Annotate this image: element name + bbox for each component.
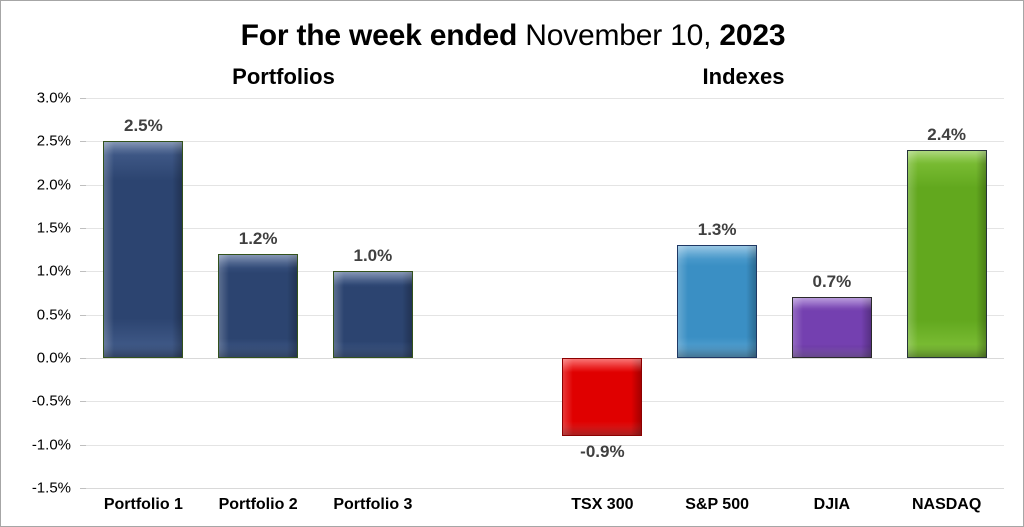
subtitle-indexes: Indexes bbox=[702, 64, 785, 89]
y-axis-tick-label: -0.5% bbox=[31, 392, 71, 410]
y-axis-tick-mark bbox=[80, 401, 86, 403]
gridline bbox=[86, 444, 1004, 446]
data-label: 0.7% bbox=[812, 272, 852, 292]
data-label: 1.2% bbox=[238, 229, 278, 248]
bar-bevel-highlight bbox=[678, 246, 757, 357]
bar-bevel-highlight bbox=[907, 151, 986, 357]
y-axis-tick-mark bbox=[80, 444, 86, 446]
gridline bbox=[86, 358, 1004, 359]
bar-portfolio-2[interactable] bbox=[218, 254, 299, 358]
gridline bbox=[86, 228, 1004, 229]
y-axis-tick-label: 1.0% bbox=[36, 262, 71, 280]
gridline bbox=[86, 184, 1004, 186]
x-axis-label: DJIA bbox=[813, 496, 851, 513]
y-axis-tick-label: 0.5% bbox=[36, 306, 71, 324]
y-axis-tick-label: -1.0% bbox=[31, 436, 71, 454]
subtitle-portfolios: Portfolios bbox=[232, 64, 335, 89]
x-axis-label: Portfolio 3 bbox=[333, 496, 413, 513]
data-label: 2.4% bbox=[927, 125, 966, 144]
title-segment-regular: November 10, bbox=[525, 19, 720, 52]
x-axis-label: TSX 300 bbox=[571, 496, 634, 513]
x-axis-label: S&P 500 bbox=[685, 496, 749, 513]
x-axis-label: Portfolio 2 bbox=[218, 496, 298, 513]
bar-bevel-highlight bbox=[104, 142, 183, 357]
y-axis-tick-mark bbox=[80, 314, 86, 316]
y-axis-tick-label: 3.0% bbox=[36, 89, 71, 107]
data-label: 1.3% bbox=[697, 220, 737, 240]
gridline bbox=[86, 141, 1004, 143]
y-axis-tick-label: 2.5% bbox=[36, 132, 71, 150]
x-axis-label: NASDAQ bbox=[911, 496, 982, 513]
y-axis-tick-mark bbox=[80, 141, 86, 143]
bar-bevel-highlight bbox=[333, 272, 412, 357]
bar-bevel-highlight bbox=[563, 359, 642, 435]
gridline bbox=[86, 98, 1004, 99]
bar-portfolio-3[interactable] bbox=[332, 271, 413, 358]
plot-area bbox=[86, 98, 1004, 489]
bar-tsx-300[interactable] bbox=[562, 358, 643, 436]
y-axis-tick-mark bbox=[80, 98, 86, 99]
gridline bbox=[86, 314, 1004, 316]
bar-s-p-500[interactable] bbox=[677, 245, 758, 358]
bar-bevel-highlight bbox=[792, 298, 871, 357]
gridline bbox=[86, 401, 1004, 403]
bar-bevel-highlight bbox=[219, 255, 298, 357]
bar-djia[interactable] bbox=[791, 297, 872, 358]
y-axis-tick-mark bbox=[80, 358, 86, 359]
x-axis-label: Portfolio 1 bbox=[103, 496, 183, 513]
title-segment-bold-1: For the week ended bbox=[240, 19, 526, 52]
title-segment-bold-2: 2023 bbox=[719, 19, 786, 52]
y-axis-tick-label: -1.5% bbox=[31, 479, 71, 497]
bar-portfolio-1[interactable] bbox=[103, 141, 184, 358]
y-axis-tick-mark bbox=[80, 488, 86, 489]
y-axis-tick-mark bbox=[80, 228, 86, 229]
y-axis-tick-mark bbox=[80, 271, 86, 273]
data-label: -0.9% bbox=[580, 442, 625, 461]
gridline bbox=[86, 271, 1004, 273]
data-label: 2.5% bbox=[124, 116, 163, 136]
y-axis-tick-mark bbox=[80, 184, 86, 186]
data-label: 1.0% bbox=[353, 246, 393, 266]
chart-title: For the week ended November 10, 2023 bbox=[1, 19, 1023, 53]
y-axis-tick-label: 2.0% bbox=[36, 176, 71, 194]
bar-nasdaq[interactable] bbox=[906, 150, 987, 358]
y-axis-tick-label: 1.5% bbox=[36, 219, 71, 237]
y-axis-tick-label: 0.0% bbox=[36, 349, 71, 367]
x-axis-line bbox=[86, 488, 1004, 489]
